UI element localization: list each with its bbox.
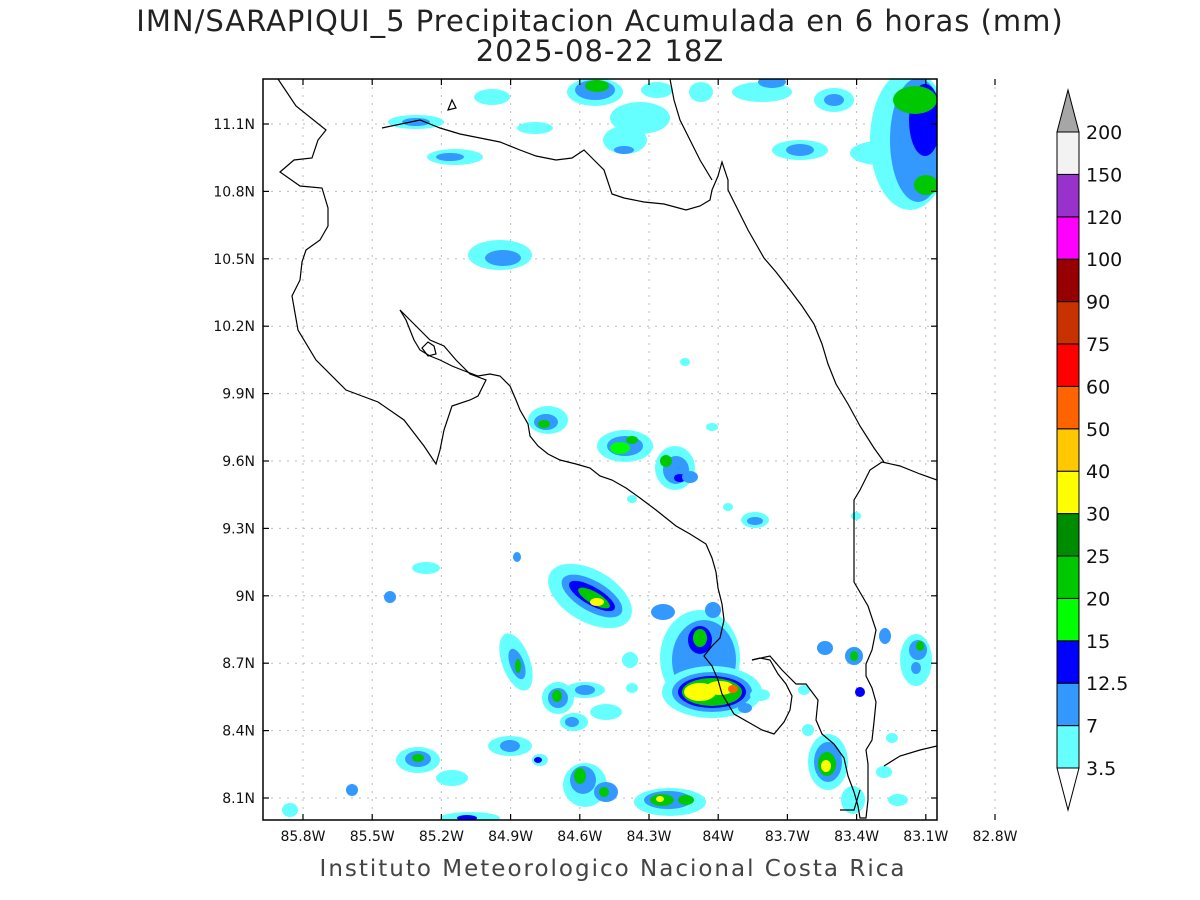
colorbar-label: 12.5: [1086, 673, 1128, 695]
colorbar-label: 200: [1086, 122, 1122, 144]
rain-cell: [655, 446, 698, 490]
map-border: [262, 78, 938, 821]
colorbar-box: [1056, 725, 1080, 769]
rain-cell: [282, 736, 548, 820]
rain-cell: [548, 563, 632, 629]
rain-cell: [567, 79, 623, 106]
colorbar-box: [1056, 216, 1080, 260]
colorbar-label: 100: [1086, 249, 1122, 271]
colorbar-box: [1056, 555, 1080, 599]
colorbar-label: 25: [1086, 546, 1110, 568]
map-subtitle: 2025-08-22 18Z: [475, 34, 725, 68]
rain-cell: [597, 430, 653, 462]
longitude-axis: 85.8W 85.5W 85.2W 84.9W 84.6W 84.3W 84W 83.7W 83…: [280, 79, 1018, 845]
rain-cell: [528, 406, 568, 434]
rain-cell: [384, 552, 533, 691]
colorbar-box: [1056, 173, 1080, 218]
lat-tick-label: 10.2N: [213, 319, 255, 335]
lat-tick-label: 9.9N: [222, 387, 255, 403]
lat-tick-label: 11.1N: [213, 117, 255, 133]
colorbar-label: 75: [1086, 334, 1110, 356]
colorbar-box: [1056, 131, 1080, 175]
colorbar-label: 40: [1086, 461, 1110, 483]
lon-tick-label: 84.9W: [488, 829, 533, 845]
lat-tick-label: 8.4N: [222, 724, 255, 740]
colorbar-box: [1056, 597, 1080, 642]
colorbar-max-arrow: [1056, 88, 1080, 133]
map-title: IMN/SARAPIQUI_5 Precipitacion Acumulada …: [136, 4, 1064, 38]
colorbar-box: [1056, 470, 1080, 515]
lon-tick-label: 82.8W: [972, 829, 1017, 845]
lon-tick-label: 84.3W: [626, 829, 671, 845]
lat-tick-label: 8.7N: [222, 656, 255, 672]
colorbar-label: 120: [1086, 207, 1122, 229]
rain-cell: [662, 666, 762, 718]
rain-cell: [627, 358, 861, 528]
lon-tick-label: 83.1W: [903, 829, 948, 845]
lon-tick-label: 85.8W: [280, 829, 325, 845]
colorbar-box: [1056, 301, 1080, 345]
colorbar-legend: 3.5 7 12.5 15 20 25 30 40 50 60 75 90 100 120 150 200: [1056, 88, 1128, 812]
lat-tick-label: 9.6N: [222, 454, 255, 470]
latitude-axis: 11.1N 10.8N 10.5N 10.2N 9.9N 9.6N 9.3N 9N 8.7N 8.…: [213, 117, 937, 807]
rain-cell: [468, 240, 532, 270]
lat-tick-label: 9.3N: [222, 521, 255, 537]
rain-cell: [808, 628, 932, 814]
lat-tick-label: 8.1N: [222, 791, 255, 807]
colorbar-label: 150: [1086, 164, 1122, 186]
colorbar-box: [1056, 640, 1080, 684]
lat-tick-label: 10.8N: [213, 184, 255, 200]
colorbar-label: 60: [1086, 376, 1110, 398]
colorbar-box: [1056, 343, 1080, 387]
colorbar-min-arrow: [1056, 767, 1080, 812]
credit-text: Instituto Meteorologico Nacional Costa R…: [319, 856, 907, 882]
colorbar-label: 15: [1086, 631, 1110, 653]
colorbar-label: 20: [1086, 588, 1110, 610]
lon-tick-label: 85.2W: [419, 829, 464, 845]
rain-cell: [870, 79, 937, 210]
rain-cell: [634, 788, 706, 816]
colorbar-box: [1056, 258, 1080, 303]
lon-tick-label: 83.7W: [765, 829, 810, 845]
lat-tick-label: 10.5N: [213, 252, 255, 268]
lon-tick-label: 84W: [702, 829, 734, 845]
lon-tick-label: 85.5W: [350, 829, 395, 845]
rain-cell: [542, 652, 638, 731]
colorbar-label: 30: [1086, 504, 1110, 526]
coastline-borders: [277, 79, 937, 819]
colorbar-label: 7: [1086, 716, 1098, 738]
rain-cell: [388, 79, 910, 165]
colorbar-box: [1056, 682, 1080, 727]
colorbar-label: 50: [1086, 419, 1110, 441]
colorbar-label: 3.5: [1086, 758, 1116, 780]
rain-cell: [738, 685, 814, 736]
colorbar-box: [1056, 428, 1080, 472]
lat-tick-label: 9N: [236, 589, 255, 605]
colorbar-box: [1056, 513, 1080, 557]
lon-tick-label: 83.4W: [834, 829, 879, 845]
colorbar-box: [1056, 385, 1080, 430]
map-gridlines: [263, 79, 996, 820]
precipitation-cells: [282, 79, 937, 820]
lon-tick-label: 84.6W: [557, 829, 602, 845]
colorbar-label: 90: [1086, 292, 1110, 314]
rain-cell: [563, 763, 618, 807]
